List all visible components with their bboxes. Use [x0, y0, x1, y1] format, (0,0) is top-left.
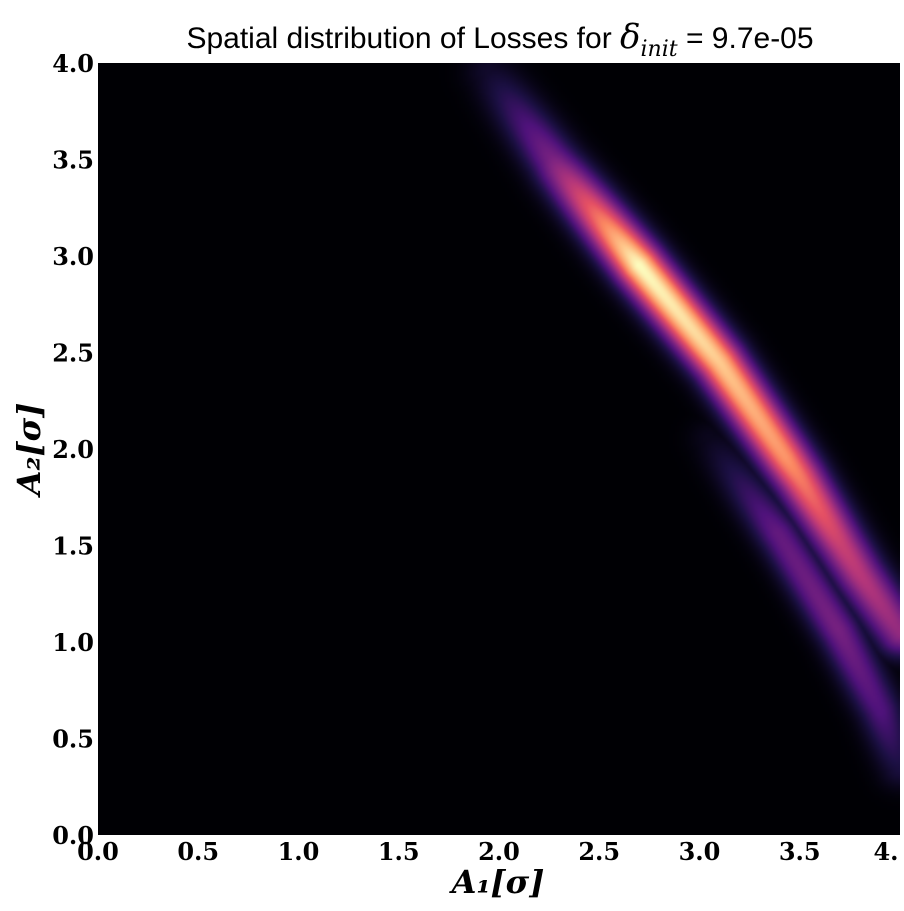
y-tick-label: 0.0 — [52, 821, 94, 850]
x-tick-label: 1.0 — [278, 837, 320, 866]
y-tick-label: 0.5 — [52, 725, 94, 754]
x-tick-label: 3.5 — [779, 837, 821, 866]
x-tick-label: 2.0 — [478, 837, 520, 866]
title-prefix: Spatial distribution of Losses for — [186, 22, 620, 55]
x-tick-label: 2.5 — [578, 837, 620, 866]
x-tick-label: 3.0 — [679, 837, 721, 866]
y-axis-ticks: 0.0 0.5 1.0 1.5 2.0 2.5 3.0 3.5 4.0 — [52, 49, 94, 850]
y-tick-label: 1.5 — [52, 532, 94, 561]
y-tick-label: 2.5 — [52, 339, 94, 368]
x-axis-ticks: 0.0 0.5 1.0 1.5 2.0 2.5 3.0 3.5 4. — [77, 837, 898, 866]
y-tick-label: 1.0 — [52, 628, 94, 657]
y-tick-label: 4.0 — [52, 49, 94, 78]
y-tick-label: 3.5 — [52, 146, 94, 175]
y-tick-label: 3.0 — [52, 242, 94, 271]
title-delta: δ — [620, 17, 640, 57]
y-axis-label: A₂[σ] — [10, 403, 48, 499]
title-suffix: = 9.7e-05 — [678, 22, 814, 55]
x-tick-label: 0.5 — [177, 837, 219, 866]
heatmap-area — [98, 63, 900, 835]
title-subscript: init — [641, 37, 678, 62]
chart-title: Spatial distribution of Losses for δinit… — [186, 17, 813, 62]
y-tick-label: 2.0 — [52, 435, 94, 464]
x-tick-label: 1.5 — [378, 837, 420, 866]
x-tick-label: 0.0 — [77, 837, 119, 866]
x-axis-label: A₁[σ] — [449, 863, 545, 901]
x-tick-label: 4. — [873, 837, 898, 866]
